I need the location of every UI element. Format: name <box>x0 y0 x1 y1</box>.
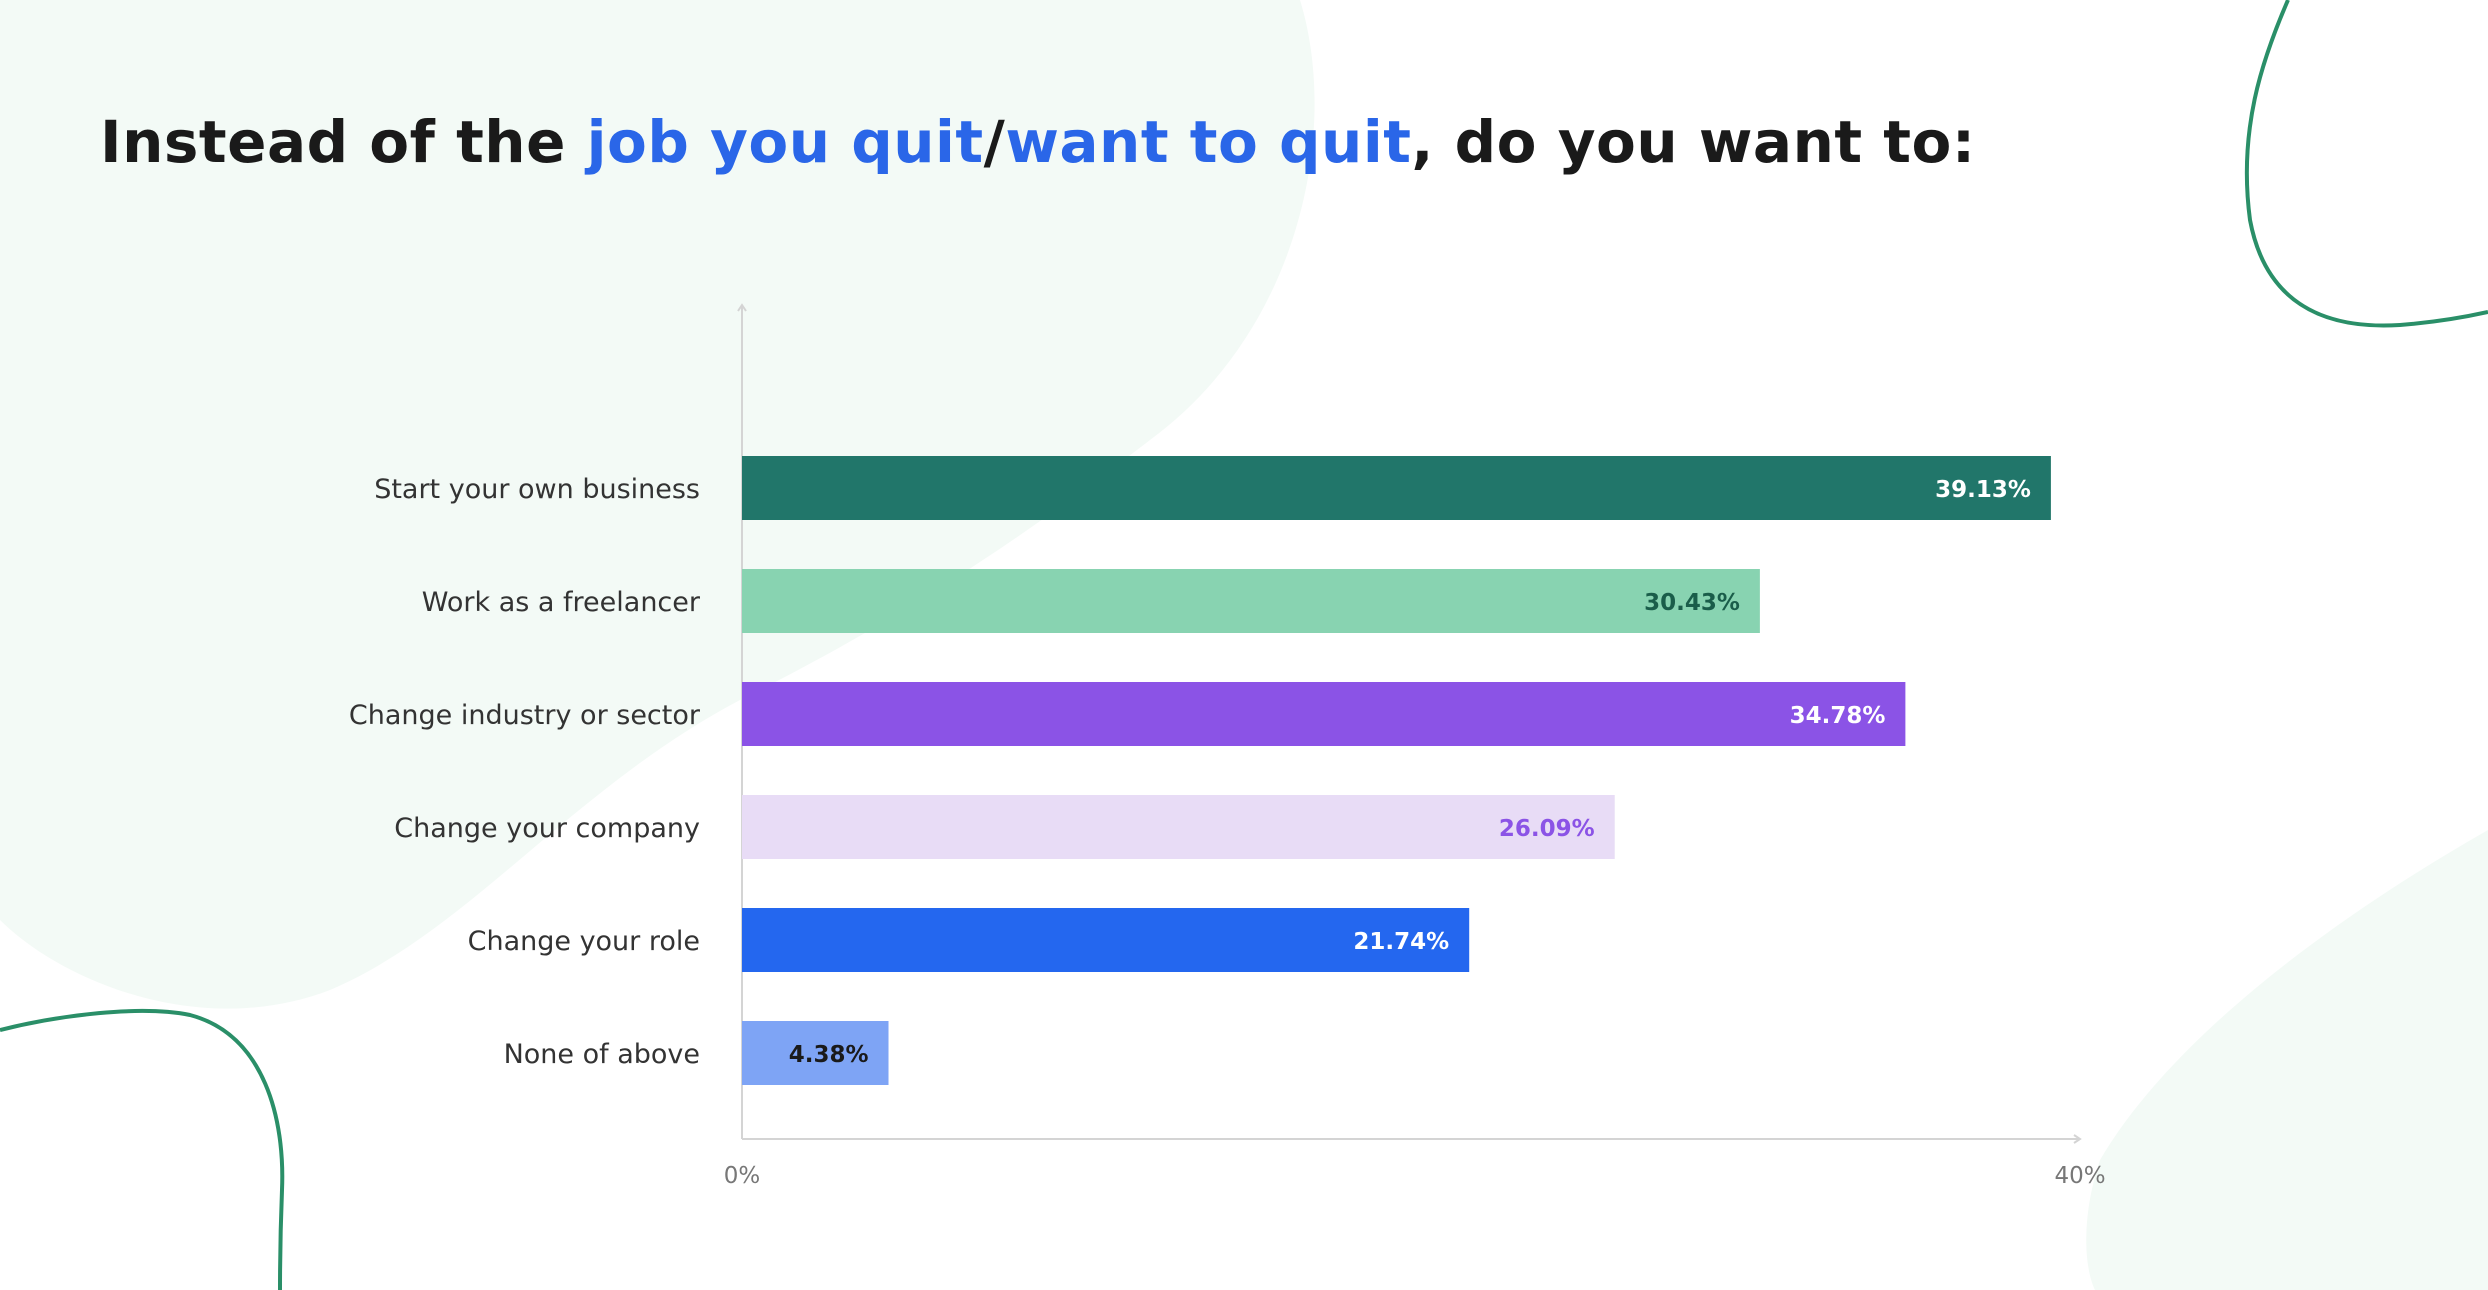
bar <box>742 795 1615 859</box>
category-label: Change your role <box>468 926 700 957</box>
decorative-curve-top-right <box>2244 0 2488 328</box>
title-highlight-want-to-quit: want to quit <box>1005 108 1412 176</box>
chart-axes: 0% 40% <box>724 303 2106 1189</box>
chart-labels: Start your own business 39.13% Work as a f… <box>349 474 2031 1070</box>
title-highlight-job-you-quit: job you quit <box>586 108 984 176</box>
y-axis-arrow <box>737 303 747 312</box>
value-label: 34.78% <box>1790 703 1886 729</box>
bar <box>742 908 1470 972</box>
value-label: 4.38% <box>789 1042 869 1068</box>
page-title: Instead of the job you quit/want to quit… <box>100 108 1976 176</box>
title-separator: / <box>983 108 1006 176</box>
x-tick-label: 0% <box>724 1163 761 1189</box>
bar <box>742 569 1760 633</box>
bar <box>742 1021 889 1085</box>
category-label: Work as a freelancer <box>422 587 701 618</box>
category-label: Start your own business <box>374 474 700 505</box>
category-label: None of above <box>504 1039 700 1070</box>
value-label: 21.74% <box>1353 929 1449 955</box>
category-label: Change your company <box>394 813 700 844</box>
bar <box>742 682 1906 746</box>
background-blob-top-left <box>0 0 1315 1009</box>
decorative-curve-bottom-left <box>0 1008 285 1290</box>
title-text-start: Instead of the <box>100 108 587 176</box>
bar <box>742 456 2051 520</box>
title-text-end: , do you want to: <box>1411 108 1976 176</box>
background-blob-bottom-right <box>2086 830 2488 1290</box>
category-label: Change industry or sector <box>349 700 701 731</box>
value-label: 30.43% <box>1644 590 1740 616</box>
x-axis-arrow <box>2073 1134 2082 1144</box>
value-label: 26.09% <box>1499 816 1595 842</box>
chart-bars <box>742 456 2051 1085</box>
value-label: 39.13% <box>1935 477 2031 503</box>
x-tick-label: 40% <box>2054 1163 2105 1189</box>
